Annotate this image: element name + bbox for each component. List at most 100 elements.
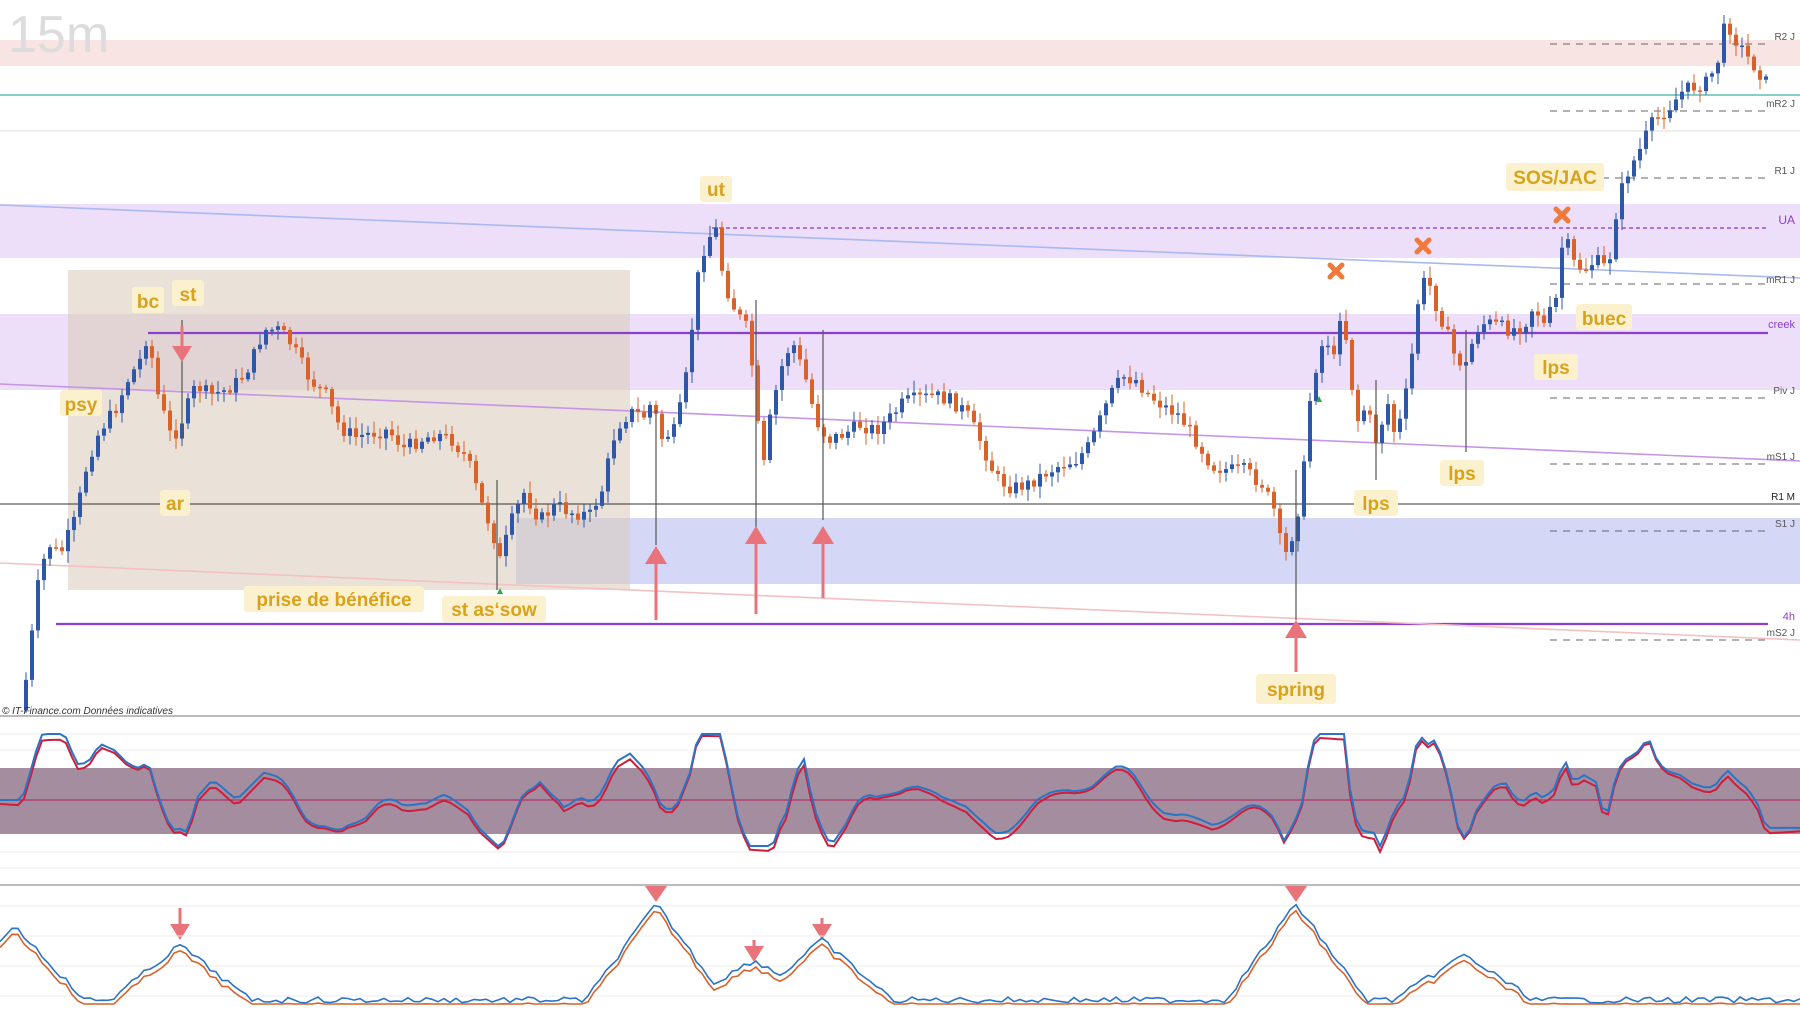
candle-body	[270, 329, 274, 332]
candle-body	[1566, 239, 1570, 248]
candle-body	[912, 392, 916, 396]
label-bg	[1256, 674, 1336, 704]
candle-body	[234, 378, 238, 393]
candle-body	[312, 379, 316, 387]
candle-body	[1764, 76, 1768, 80]
candle-body	[1194, 425, 1198, 447]
candle-body	[426, 437, 430, 442]
label-mr2-j: mR2 J	[1766, 99, 1795, 110]
candle-body	[324, 387, 328, 390]
candle-body	[972, 410, 976, 423]
candle-body	[60, 547, 64, 552]
candle-body	[114, 410, 118, 414]
candle-body	[456, 445, 460, 453]
label-sos-jac: SOS/JAC	[1513, 168, 1597, 189]
candle-body	[738, 309, 742, 315]
candle-body	[1620, 183, 1624, 220]
candle-body	[522, 492, 526, 505]
candle-body	[264, 329, 268, 345]
candle-body	[390, 429, 394, 436]
candle-body	[1740, 45, 1744, 48]
candle-body	[1002, 474, 1006, 487]
candle-body	[1224, 469, 1228, 473]
candle-body	[1116, 377, 1120, 388]
candlesticks	[24, 14, 1768, 714]
candle-body	[798, 345, 802, 360]
label-bg	[172, 280, 204, 306]
candle-body	[858, 421, 862, 428]
candle-body	[1686, 82, 1690, 92]
candle-body	[360, 434, 364, 437]
label-bg	[1354, 490, 1398, 516]
candle-body	[588, 509, 592, 512]
candle-body	[246, 372, 250, 380]
upper-purple-zone	[0, 204, 1800, 258]
candle-body	[1218, 470, 1222, 473]
label-lps-1: lps	[1362, 494, 1389, 515]
candle-body	[978, 422, 982, 441]
candle-body	[1452, 329, 1456, 354]
label-lps-2: lps	[1448, 464, 1475, 485]
candle-body	[1380, 424, 1384, 443]
candle-body	[378, 436, 382, 439]
label-bg	[60, 390, 102, 416]
candle-body	[576, 513, 580, 520]
candle-body	[606, 458, 610, 492]
candle-body	[564, 502, 568, 515]
candle-body	[1728, 23, 1732, 35]
candle-body	[1122, 377, 1126, 379]
candle-body	[1014, 482, 1018, 494]
candle-body	[450, 434, 454, 446]
candle-body	[774, 389, 778, 415]
candle-body	[1422, 277, 1426, 305]
candle-body	[336, 406, 340, 423]
candle-body	[48, 547, 52, 559]
candle-body	[306, 357, 310, 380]
copyright: © IT-Finance.com Données indicatives	[2, 706, 173, 717]
label-bg	[132, 287, 164, 313]
rsi-neutral-band	[0, 768, 1800, 834]
label-mr1-j: mR1 J	[1766, 275, 1795, 286]
label-piv-j: Piv J	[1773, 386, 1795, 397]
candle-body	[480, 483, 484, 503]
candle-body	[432, 437, 436, 442]
candle-body	[204, 385, 208, 392]
candle-body	[1602, 255, 1606, 264]
candle-body	[1500, 320, 1504, 323]
candle-body	[960, 405, 964, 412]
red-trendline	[0, 562, 1800, 641]
candle-body	[882, 421, 886, 434]
candle-body	[186, 398, 190, 424]
candle-body	[330, 389, 334, 407]
candle-body	[1524, 326, 1528, 334]
candle-body	[444, 433, 448, 436]
candle-body	[1290, 541, 1294, 552]
candle-body	[1668, 110, 1672, 119]
label-bg	[700, 176, 732, 202]
candle-body	[546, 512, 550, 516]
candle-body	[1746, 45, 1750, 57]
arrow-up-icon	[745, 526, 767, 614]
label-bg	[1576, 304, 1632, 330]
candle-body	[1302, 461, 1306, 517]
candle-body	[366, 432, 370, 435]
candle-body	[1182, 413, 1186, 425]
candle-body	[720, 227, 724, 271]
label-bc: bc	[137, 292, 160, 313]
candle-body	[1536, 311, 1540, 316]
candle-body	[66, 530, 70, 552]
candle-body	[1626, 176, 1630, 184]
candle-body	[462, 452, 466, 454]
candle-body	[228, 390, 232, 393]
candle-body	[840, 433, 844, 438]
candle-body	[1128, 377, 1132, 384]
candle-body	[1632, 160, 1636, 177]
candle-body	[672, 424, 676, 437]
candle-body	[732, 298, 736, 310]
candle-body	[1410, 353, 1414, 389]
candle-body	[852, 421, 856, 432]
candle-body	[486, 502, 490, 524]
candle-body	[144, 346, 148, 359]
arrow-up-icon	[812, 526, 834, 598]
